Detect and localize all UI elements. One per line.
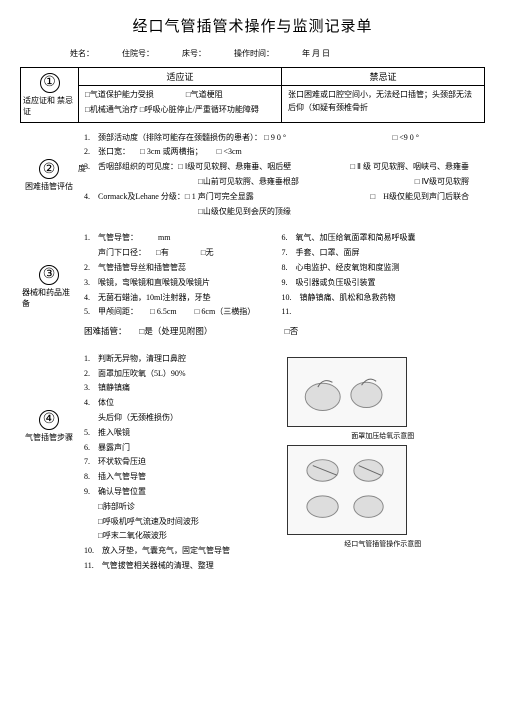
s2-i4r: □ H级仅能见到声门后联合 — [370, 191, 469, 204]
s3-r6: 11. — [282, 306, 480, 319]
s4-i6: 6. 暴露声门 — [84, 442, 277, 455]
s2-i4: 4. Cormack及Lehane 分级：□ 1 声门可完全显露 — [84, 192, 254, 201]
s3-l5: 5. 甲颅间距： □ 6.5cm □ 6cm（三横指） — [84, 306, 282, 319]
patient-header: 姓名： 住院号： 床号： 操作时间： 年 月 日 — [20, 48, 485, 59]
caption-1: 面罩加压给氧示意图 — [287, 431, 480, 441]
s4-i9b: □肺部听诊 — [84, 501, 277, 514]
hospital-label: 住院号： — [122, 48, 154, 59]
section-3: ③ 器械和药品准备 1. 气管导管： mm 声门下口径： □有 □无 2. 气管… — [20, 229, 485, 343]
illustration-2 — [287, 445, 407, 535]
s1-h2: 禁忌证 — [282, 68, 484, 85]
s3-r1: 6. 氧气、加压给氧面罩和简易呼吸囊 — [282, 232, 480, 245]
circle-3: ③ — [39, 265, 59, 285]
s4-i9: 9. 确认导管位置 — [84, 486, 277, 499]
s1-col1: □气道保护能力受损 □气道梗阻 □机械通气治疗 □呼吸心脏停止/严重循环功能障碍 — [79, 86, 282, 122]
section-1-label: ① 适应证和 禁忌证 — [21, 68, 79, 122]
s2-i1r: □ <9 0 ° — [392, 132, 419, 145]
s2-i3: 3. 舌咽部组织的可见度：□ Ⅰ级可见软腭、悬雍垂、咽后壁 — [84, 162, 291, 171]
page-title: 经口气管插管术操作与监测记录单 — [20, 15, 485, 36]
s1-c1a: □气道保护能力受损 □气道梗阻 — [85, 89, 275, 102]
section-1: ① 适应证和 禁忌证 适应证 禁忌证 □气道保护能力受损 □气道梗阻 □机械通气… — [20, 67, 485, 123]
s3-l4: 4. 无菌石蜡油，10ml注射器，牙垫 — [84, 292, 282, 305]
s1-col2: 张口困难或口腔空间小，无法经口插管；头颈部无法后仰（如疑有颈椎骨折 — [282, 86, 484, 122]
s3-r2: 7. 手套、口罩、面屏 — [282, 247, 480, 260]
s3-bottom: 困难插管： □是（处理见附图） □否 — [84, 325, 479, 339]
s4-i9c: □呼吸机呼气流速及时间波形 — [84, 516, 277, 529]
section-4: ④ 气管插管步骤 1. 判断无异物，清理口鼻腔 2. 面罩加压吹氧（5L）90%… — [20, 350, 485, 578]
s1-label: 适应证和 禁忌证 — [23, 95, 76, 117]
s3-content: 1. 气管导管： mm 声门下口径： □有 □无 2. 气管插管导丝和插管管蕊 … — [78, 229, 485, 343]
section-3-label: ③ 器械和药品准备 — [20, 229, 78, 343]
s1-c1b: □机械通气治疗 □呼吸心脏停止/严重循环功能障碍 — [85, 104, 275, 117]
time-label: 操作时间： — [234, 48, 274, 59]
section-2-label: ② 困难插管评估 — [20, 129, 78, 224]
s3-r4: 9. 吸引器或负压吸引装置 — [282, 277, 480, 290]
illustration-1 — [287, 357, 407, 427]
s4-i2: 2. 面罩加压吹氧（5L）90% — [84, 368, 277, 381]
section-4-label: ④ 气管插管步骤 — [20, 350, 78, 578]
s4-i7: 7. 环状软骨压迫 — [84, 456, 277, 469]
s2-i3r1: □ Ⅱ 级 可见软腭、咽峡弓、悬雍垂 — [350, 161, 469, 174]
s2-label: 困难插管评估 — [25, 181, 73, 192]
s2-i3r2: □ Ⅳ级可见软腭 — [415, 176, 469, 189]
s4-i9d: □呼末二氧化碳波形 — [84, 530, 277, 543]
s1-subheader: 适应证 禁忌证 — [79, 68, 484, 86]
s2-i2: 2. 张口宽： □ 3cm 或两横指； □ <3cm — [84, 146, 479, 159]
caption-2: 经口气管插管操作示意图 — [287, 539, 480, 549]
s4-i4: 4. 体位 — [84, 397, 277, 410]
s4-i3: 3. 镇静镇痛 — [84, 382, 277, 395]
s4-label: 气管插管步骤 — [25, 432, 73, 443]
s4-content: 1. 判断无异物，清理口鼻腔 2. 面罩加压吹氧（5L）90% 3. 镇静镇痛 … — [78, 350, 485, 578]
bed-label: 床号： — [182, 48, 206, 59]
s2-content: 1. 颈部活动度（排除可能存在颈髓损伤的患者）： □ 9 0 ° □ <9 0 … — [78, 129, 485, 224]
section-2: ② 困难插管评估 1. 颈部活动度（排除可能存在颈髓损伤的患者）： □ 9 0 … — [20, 129, 485, 224]
s1-c2: 张口困难或口腔空间小，无法经口插管；头颈部无法后仰（如疑有颈椎骨折 — [288, 89, 478, 115]
s4-i11: 11. 气管拔管相关器械的清理、整理 — [84, 560, 277, 573]
s3-r5: 10. 镇静镇痛、肌松和急救药物 — [282, 292, 480, 305]
s3-l1: 1. 气管导管： mm — [84, 232, 282, 245]
s2-i3b: □山前可见软腭、悬雍垂根部 — [98, 177, 299, 186]
s1-h1: 适应证 — [79, 68, 282, 85]
s4-i10: 10. 放入牙垫，气囊充气，固定气管导管 — [84, 545, 277, 558]
s3-l2: 2. 气管插管导丝和插管管蕊 — [84, 262, 282, 275]
s4-i5: 5. 推入喉镜 — [84, 427, 277, 440]
date-label: 年 月 日 — [302, 48, 330, 59]
s2-i1: 1. 颈部活动度（排除可能存在颈髓损伤的患者）： □ 9 0 ° — [84, 133, 286, 142]
s4-i8: 8. 插入气管导管 — [84, 471, 277, 484]
circle-4: ④ — [39, 410, 59, 430]
s2-i4b: □山级仅能见到会厌的顶缘 — [98, 207, 291, 216]
s3-label: 器械和药品准备 — [22, 287, 76, 309]
s2-sub: 度 — [78, 163, 86, 174]
circle-1: ① — [40, 73, 60, 93]
circle-2: ② — [39, 159, 59, 179]
s4-i4b: 头后仰（无颈椎损伤） — [84, 412, 277, 425]
name-label: 姓名： — [70, 48, 94, 59]
s3-r3: 8. 心电监护、经皮氧饱和度监测 — [282, 262, 480, 275]
s3-l3: 3. 喉镜，弯喉镜和直喉镜及喉镜片 — [84, 277, 282, 290]
s3-l1b: 声门下口径： □有 □无 — [84, 247, 282, 260]
s4-i1: 1. 判断无异物，清理口鼻腔 — [84, 353, 277, 366]
